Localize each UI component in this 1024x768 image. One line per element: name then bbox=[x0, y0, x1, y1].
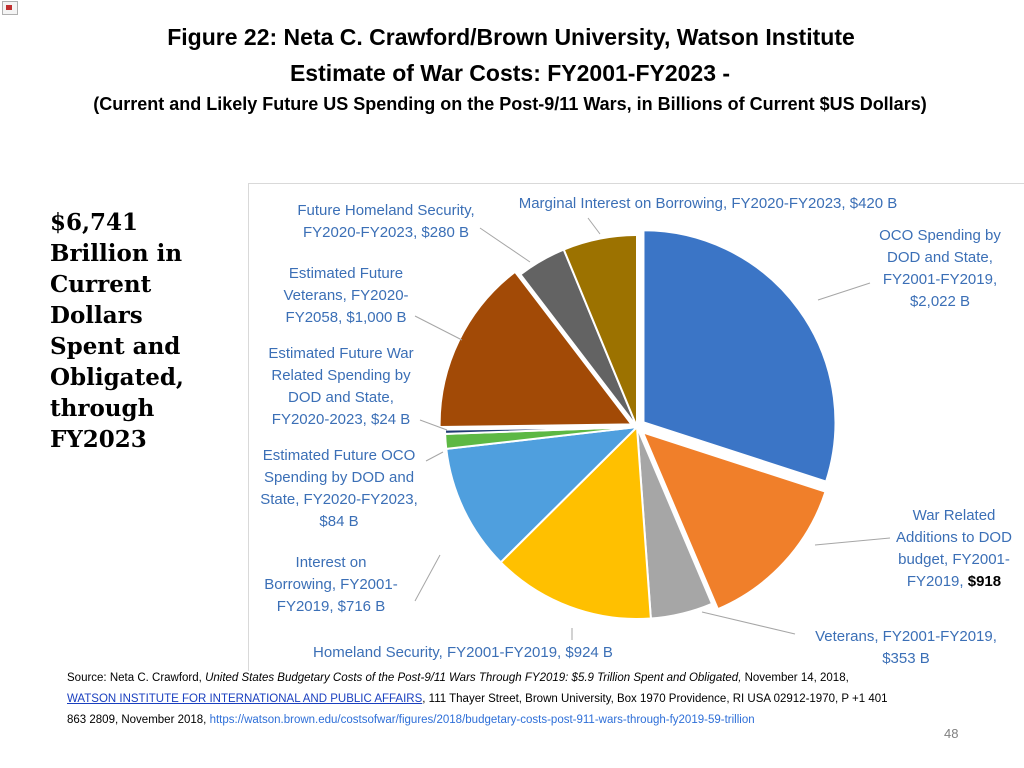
slice-label: Interest on Borrowing, FY2001-FY2019, $71… bbox=[264, 554, 397, 615]
leader-line bbox=[817, 282, 871, 301]
summary-line: Spent and bbox=[50, 333, 181, 360]
pie-slice bbox=[641, 430, 827, 611]
figure-subtitle: Estimate of War Costs: FY2001-FY2023 - bbox=[289, 60, 731, 86]
source-line-1: Source: Neta C. Crawford, United States … bbox=[67, 668, 997, 689]
figure-title: Figure 22: Neta C. Crawford/Brown Univer… bbox=[167, 24, 855, 50]
slice-label: Estimated Future Veterans, FY2020-FY2058,… bbox=[283, 265, 408, 326]
leader-line bbox=[587, 217, 601, 235]
source-phone-date: 863 2809, November 2018, bbox=[67, 714, 210, 726]
slice-label: War Related Additions to DOD budget, FY200… bbox=[896, 507, 1012, 590]
page-number: 48 bbox=[944, 726, 959, 741]
source-prefix: Source: Neta C. Crawford, bbox=[67, 672, 206, 684]
slice-label: Future Homeland Security, FY2020-FY2023, … bbox=[297, 202, 474, 241]
summary-line: Brillion in bbox=[50, 240, 183, 267]
leader-line bbox=[425, 451, 444, 462]
summary-line: through bbox=[50, 395, 155, 422]
summary-line: $6,741 bbox=[50, 209, 139, 236]
figure-caption: (Current and Likely Future US Spending o… bbox=[93, 94, 927, 114]
summary-line: Dollars bbox=[50, 302, 143, 329]
pie-slice bbox=[499, 424, 652, 620]
slice-labels: OCO Spending by DOD and State, FY2001-FY20… bbox=[260, 195, 1012, 667]
pie-slice bbox=[642, 229, 837, 483]
leader-line bbox=[414, 554, 441, 602]
leader-line bbox=[814, 537, 891, 546]
source-line-3: 863 2809, November 2018, https://watson.… bbox=[67, 710, 997, 731]
watson-institute-link[interactable]: WATSON INSTITUTE FOR INTERNATIONAL AND P… bbox=[67, 693, 423, 705]
source-report-title: United States Budgetary Costs of the Pos… bbox=[205, 672, 742, 684]
source-citation: Source: Neta C. Crawford, United States … bbox=[67, 668, 997, 731]
summary-line: FY2023 bbox=[50, 426, 147, 453]
slice-label: Estimated Future OCO Spending by DOD and S… bbox=[260, 447, 418, 530]
summary-line: Current bbox=[50, 271, 152, 298]
pie-slice bbox=[445, 425, 640, 564]
source-url-link[interactable]: https://watson.brown.edu/costsofwar/figu… bbox=[209, 714, 755, 726]
slice-label: OCO Spending by DOD and State, FY2001-FY20… bbox=[879, 227, 1001, 310]
pie-slice bbox=[438, 270, 634, 429]
slice-label: Marginal Interest on Borrowing, FY2020-F… bbox=[519, 195, 898, 212]
slice-label: Veterans, FY2001-FY2019, $353 B bbox=[815, 628, 997, 667]
pie-slice bbox=[562, 233, 638, 428]
source-line-2: WATSON INSTITUTE FOR INTERNATIONAL AND P… bbox=[67, 689, 997, 710]
leader-line bbox=[419, 419, 448, 431]
total-summary: $6,741 Brillion in Current Dollars Spent… bbox=[50, 207, 200, 455]
slice-label: Homeland Security, FY2001-FY2019, $924 B bbox=[313, 644, 613, 661]
broken-image-icon bbox=[2, 1, 18, 15]
leader-line bbox=[479, 227, 531, 263]
pie-slices bbox=[438, 229, 837, 620]
leader-lines bbox=[414, 217, 891, 640]
slice-label: Estimated Future War Related Spending by D… bbox=[268, 345, 413, 428]
leader-line bbox=[701, 611, 796, 635]
leader-line bbox=[414, 315, 463, 341]
source-address: , 111 Thayer Street, Brown University, B… bbox=[422, 693, 888, 705]
source-date: November 14, 2018, bbox=[741, 672, 849, 684]
summary-line: Obligated, bbox=[50, 364, 184, 391]
